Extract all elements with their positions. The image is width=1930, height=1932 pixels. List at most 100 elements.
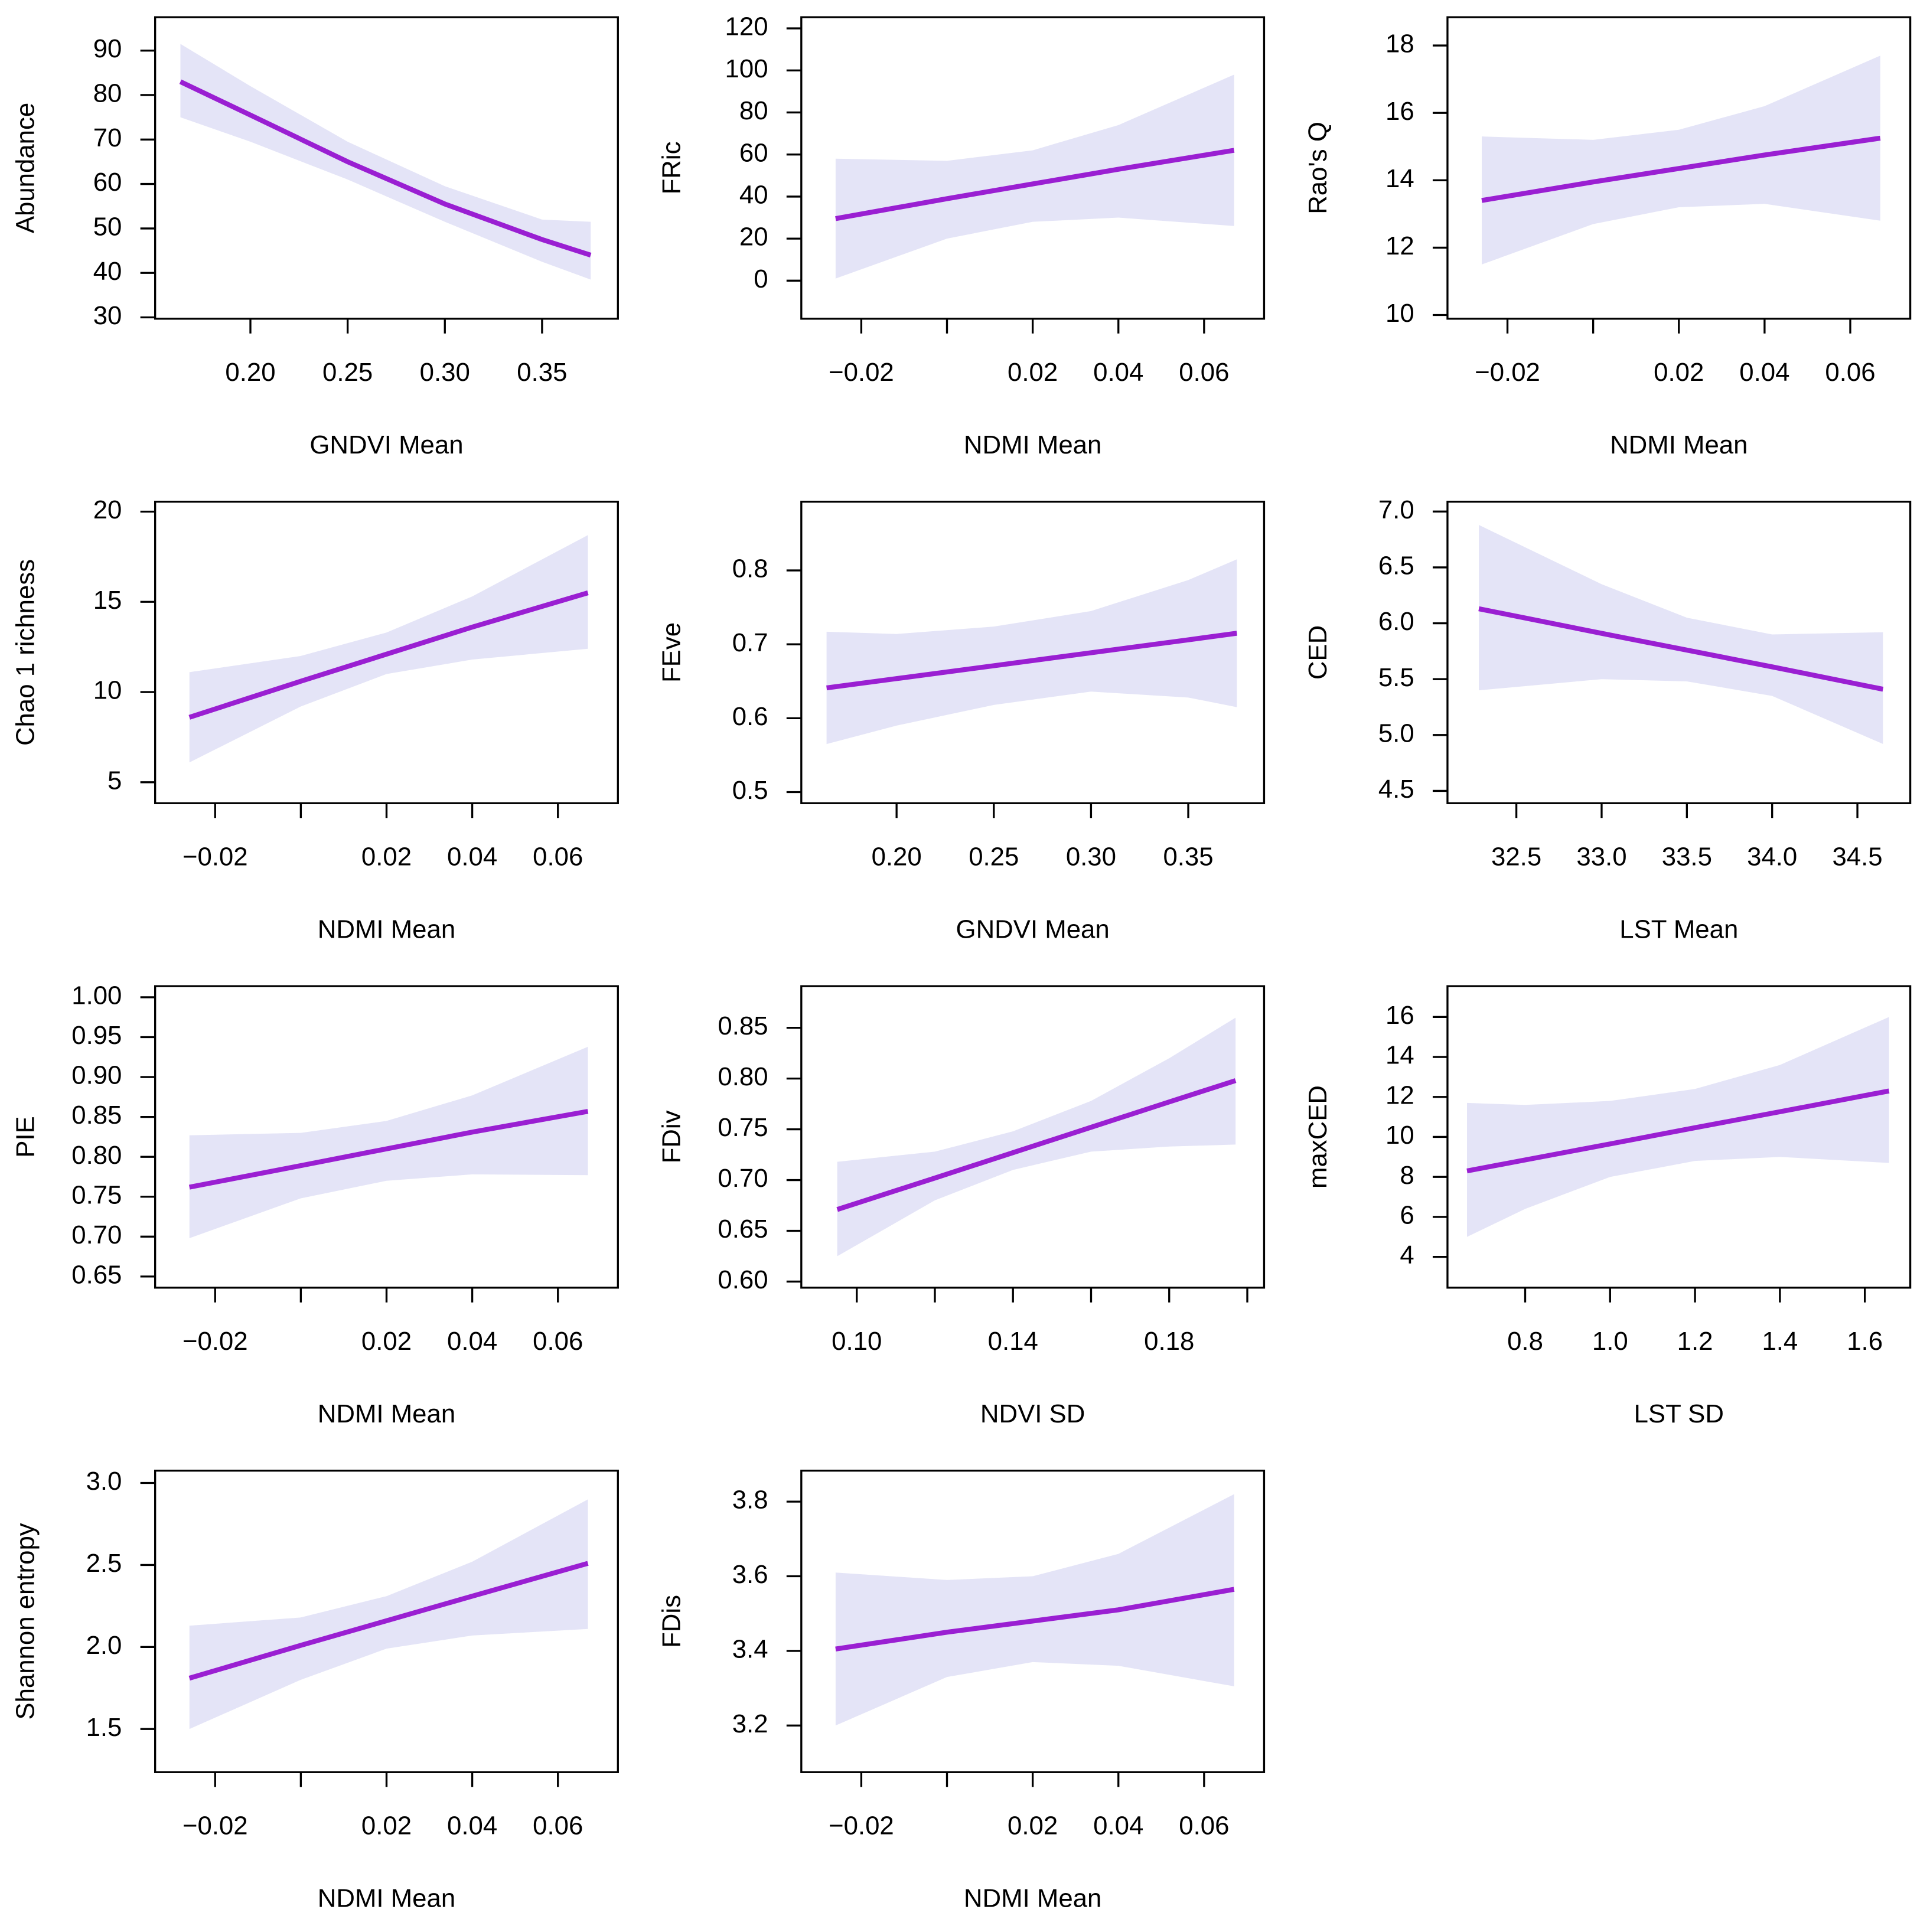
- x-tick-label: 0.04: [1093, 1812, 1143, 1840]
- y-tick-label: 40: [739, 180, 768, 209]
- x-tick-label: 0.04: [447, 1327, 497, 1356]
- y-tick-label: 0.80: [718, 1062, 768, 1091]
- y-tick-label: 0.65: [71, 1260, 122, 1289]
- y-tick-label: 18: [1385, 30, 1414, 58]
- panel: 32.5 33.0 33.5 34.0 34.5 4.5 5.0 5.5 6.0 6.5 7.0 LS…: [1303, 495, 1912, 944]
- fit-line: [179, 79, 592, 258]
- x-axis-label: GNDVI Mean: [309, 430, 463, 459]
- x-tick-label: 0.02: [1654, 358, 1704, 387]
- x-tick-label: 0.20: [872, 843, 922, 872]
- y-tick-label: 80: [93, 79, 122, 108]
- y-tick-label: 0.65: [718, 1215, 768, 1244]
- y-tick-label: 90: [93, 34, 122, 63]
- y-tick-label: 1.00: [71, 981, 122, 1010]
- x-tick-label: 0.35: [1163, 843, 1213, 872]
- x-axis-label: NDMI Mean: [318, 915, 455, 944]
- x-tick-label: 0.04: [447, 1812, 497, 1840]
- x-tick-label: 0.04: [1093, 358, 1143, 387]
- y-axis-label: Shannon entropy: [11, 1523, 40, 1719]
- y-tick-label: 10: [93, 676, 122, 705]
- x-axis-label: NDMI Mean: [1610, 430, 1748, 459]
- confidence-band: [189, 535, 588, 763]
- panel: −0.02 0.02 0.04 0.06 3.2 3.4 3.6 3.8 NDMI Mean FD…: [657, 1470, 1266, 1913]
- x-tick-label: 0.02: [361, 843, 412, 872]
- x-tick-label: 0.02: [361, 1327, 412, 1356]
- x-tick-label: −0.02: [182, 843, 248, 872]
- x-tick-label: 1.4: [1762, 1327, 1798, 1356]
- fit-line: [826, 631, 1237, 691]
- x-tick-label: 0.20: [225, 358, 275, 387]
- x-tick-label: 0.04: [447, 843, 497, 872]
- x-tick-label: 0.06: [533, 843, 583, 872]
- confidence-band: [1467, 1017, 1889, 1237]
- y-tick-label: 50: [93, 212, 122, 241]
- y-tick-label: 6.0: [1378, 607, 1414, 636]
- y-tick-label: 30: [93, 301, 122, 330]
- y-tick-label: 0.90: [71, 1061, 122, 1090]
- panel: 0.20 0.25 0.30 0.35 0.5 0.6 0.7 0.8 GNDVI Mean FE…: [657, 501, 1266, 944]
- x-tick-label: 33.5: [1662, 843, 1712, 872]
- y-axis-label: Abundance: [11, 103, 40, 233]
- y-tick-label: 4: [1400, 1241, 1414, 1269]
- x-tick-label: 1.2: [1677, 1327, 1713, 1356]
- confidence-band: [835, 74, 1234, 279]
- y-tick-label: 0.95: [71, 1021, 122, 1050]
- y-tick-label: 3.0: [86, 1467, 122, 1496]
- x-tick-label: 0.30: [420, 358, 470, 387]
- confidence-band: [180, 44, 591, 280]
- y-axis-label: FDis: [657, 1595, 686, 1648]
- x-axis-label: NDMI Mean: [964, 1884, 1101, 1913]
- x-axis-label: LST SD: [1634, 1399, 1724, 1428]
- panel: −0.02 0.02 0.04 0.06 10 12 14 16 18 NDMI Mean Rao'…: [1303, 16, 1912, 459]
- x-tick-label: 0.18: [1144, 1327, 1194, 1356]
- x-tick-label: 0.25: [969, 843, 1019, 872]
- fit-line: [188, 1109, 589, 1190]
- x-tick-label: 0.06: [533, 1812, 583, 1840]
- x-axis-label: GNDVI Mean: [956, 915, 1110, 944]
- y-tick-label: 0.85: [71, 1101, 122, 1130]
- y-tick-label: 40: [93, 257, 122, 286]
- x-tick-label: 0.06: [533, 1327, 583, 1356]
- panel: 0.10 0.14 0.18 0.60 0.65 0.70 0.75 0.80 0.85 NDVI…: [657, 985, 1266, 1428]
- y-tick-label: 16: [1385, 97, 1414, 126]
- panel: 0.20 0.25 0.30 0.35 30 40 50 60 70 80 90 GNDVI Mean…: [11, 16, 619, 459]
- x-tick-label: 0.06: [1825, 358, 1875, 387]
- y-axis-label: maxCED: [1303, 1085, 1332, 1189]
- y-tick-label: 0.75: [718, 1113, 768, 1142]
- x-tick-label: 32.5: [1491, 843, 1541, 872]
- y-tick-label: 3.2: [732, 1709, 768, 1738]
- y-tick-label: 7.0: [1378, 495, 1414, 524]
- x-tick-label: 34.5: [1832, 843, 1882, 872]
- y-tick-label: 0.60: [718, 1265, 768, 1294]
- x-tick-label: 0.06: [1179, 358, 1229, 387]
- y-tick-label: 12: [1385, 1081, 1414, 1109]
- y-tick-label: 5.0: [1378, 719, 1414, 748]
- x-tick-label: 34.0: [1747, 843, 1797, 872]
- panel: −0.02 0.02 0.04 0.06 0.65 0.70 0.75 0.80 0.85 0.9…: [11, 981, 619, 1428]
- y-tick-label: 0.7: [732, 628, 768, 657]
- y-tick-label: 2.0: [86, 1631, 122, 1660]
- x-tick-label: −0.02: [1475, 358, 1540, 387]
- x-axis-label: NDMI Mean: [318, 1399, 455, 1428]
- y-tick-label: 0.75: [71, 1180, 122, 1209]
- x-tick-label: 0.35: [517, 358, 567, 387]
- fit-line: [188, 1561, 589, 1681]
- x-tick-label: 0.10: [832, 1327, 882, 1356]
- x-tick-label: 0.25: [322, 358, 373, 387]
- y-tick-label: 10: [1385, 299, 1414, 328]
- x-tick-label: 0.02: [1008, 358, 1058, 387]
- plot-box: [800, 501, 1266, 804]
- y-tick-label: 5: [107, 766, 122, 795]
- x-tick-label: 0.30: [1066, 843, 1116, 872]
- y-tick-label: 80: [739, 96, 768, 125]
- x-tick-label: 1.6: [1847, 1327, 1883, 1356]
- fit-line: [835, 1587, 1235, 1652]
- y-tick-label: 5.5: [1378, 663, 1414, 692]
- fit-line: [1481, 135, 1881, 203]
- y-tick-label: 60: [739, 138, 768, 167]
- y-tick-label: 1.5: [86, 1713, 122, 1742]
- panel: −0.02 0.02 0.04 0.06 0 20 40 60 80 100 120 NDMI Mea…: [657, 12, 1266, 459]
- fit-line: [1466, 1088, 1890, 1174]
- y-tick-label: 20: [93, 495, 122, 524]
- y-tick-label: 0.80: [71, 1141, 122, 1170]
